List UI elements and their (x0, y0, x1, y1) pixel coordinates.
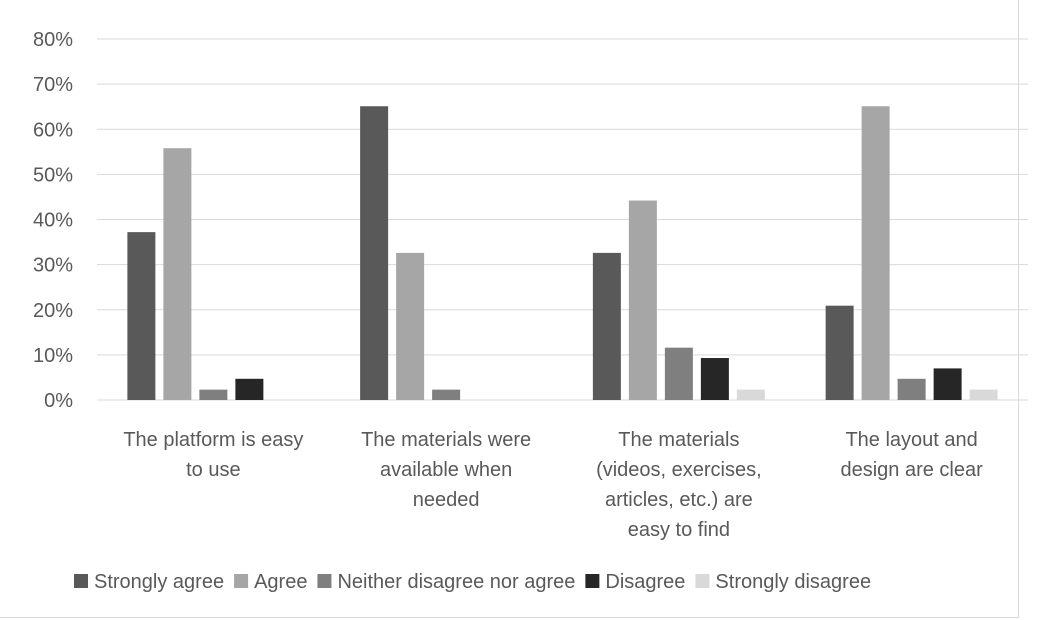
legend-label: Agree (254, 571, 307, 593)
y-tick-label: 0% (44, 390, 73, 412)
y-tick-label: 50% (33, 164, 73, 186)
bar (235, 378, 264, 400)
bar (969, 389, 998, 400)
bar (592, 252, 621, 400)
legend-label: Strongly agree (94, 571, 224, 593)
legend-swatch (695, 574, 710, 588)
legend-swatch (585, 574, 600, 588)
bar (163, 148, 192, 400)
y-tick-label: 30% (33, 255, 73, 277)
x-category-label: The platform is easy to use (123, 429, 303, 481)
bar (127, 232, 156, 400)
legend-label: Strongly disagree (715, 571, 871, 593)
bar (736, 389, 765, 400)
y-tick-label: 20% (33, 300, 73, 322)
bar (825, 305, 854, 400)
bar (360, 106, 389, 400)
bar (432, 389, 461, 400)
y-tick-label: 60% (33, 119, 73, 141)
y-tick-label: 10% (33, 345, 73, 367)
bar (628, 200, 657, 400)
legend-label: Neither disagree nor agree (337, 571, 575, 593)
legend-swatch (74, 574, 88, 588)
y-tick-label: 70% (33, 74, 73, 96)
x-category-label: The layout and design are clear (840, 429, 983, 481)
y-tick-label: 80% (33, 29, 73, 51)
bar (199, 389, 228, 400)
x-category-label: The materials (videos, exercises, articles… (596, 429, 762, 541)
bar (700, 358, 729, 400)
legend-label: Disagree (605, 571, 685, 593)
legend-swatch (234, 574, 249, 588)
bar (861, 106, 890, 400)
bar (664, 347, 693, 400)
bar (933, 368, 962, 400)
chart-border (0, 0, 1019, 618)
x-category-label: The materials were available when needed (361, 429, 531, 511)
y-tick-label: 40% (33, 210, 73, 232)
legend-swatch (317, 574, 332, 588)
bar (897, 378, 926, 400)
bar (396, 252, 425, 400)
